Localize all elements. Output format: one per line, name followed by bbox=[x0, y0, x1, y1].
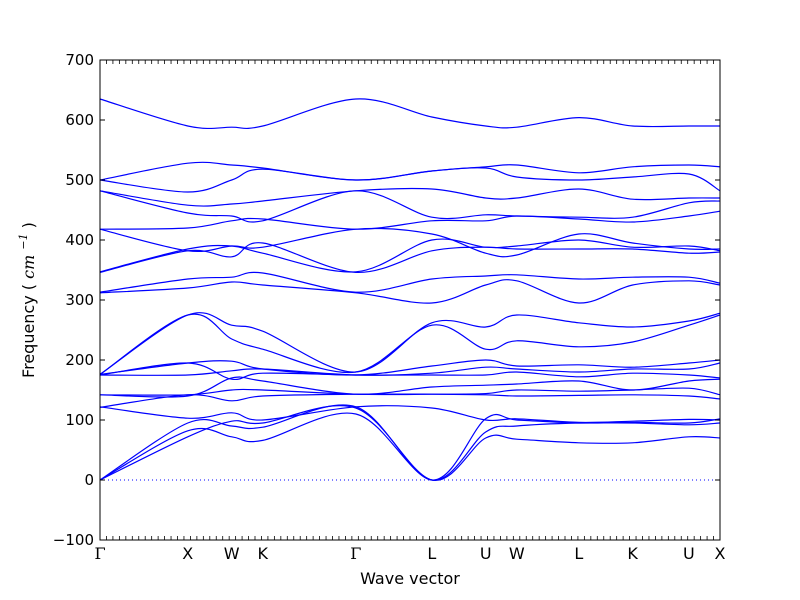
y-tick-label: 700 bbox=[65, 51, 94, 69]
band-line-19 bbox=[99, 190, 721, 223]
band-line-18 bbox=[99, 210, 721, 230]
band-line-4 bbox=[99, 405, 721, 424]
band-line-9 bbox=[99, 362, 721, 376]
band-line-23 bbox=[99, 98, 720, 130]
band-line-11 bbox=[99, 313, 721, 375]
band-line-17 bbox=[99, 227, 721, 258]
y-tick-label: 300 bbox=[65, 291, 94, 309]
x-tick-label: L bbox=[574, 544, 583, 563]
x-tick-label: Γ bbox=[350, 544, 361, 563]
x-tick-label: K bbox=[258, 544, 269, 563]
y-axis-unit-close: ) bbox=[19, 222, 38, 228]
band-line-13 bbox=[99, 279, 721, 304]
bands-layer bbox=[99, 98, 721, 481]
x-tick-label: L bbox=[427, 544, 436, 563]
y-tick-label: −100 bbox=[53, 531, 94, 549]
y-axis-label-text: Frequency bbox=[19, 295, 38, 378]
y-axis-unit-base: cm bbox=[19, 255, 38, 279]
band-line-12 bbox=[99, 312, 721, 375]
band-line-10 bbox=[99, 359, 721, 376]
band-line-16 bbox=[99, 238, 721, 273]
y-tick-label: 0 bbox=[84, 471, 94, 489]
band-line-20 bbox=[99, 187, 721, 207]
plot-frame bbox=[99, 59, 721, 541]
x-tick-label: W bbox=[224, 544, 240, 563]
x-tick-label: U bbox=[683, 544, 695, 563]
y-tick-label: 200 bbox=[65, 351, 94, 369]
y-tick-label: 600 bbox=[65, 111, 94, 129]
band-line-14 bbox=[99, 271, 721, 293]
x-tick-label: X bbox=[182, 544, 193, 563]
y-axis-label: Frequency ( cm −1 ) bbox=[12, 222, 38, 378]
band-line-3 bbox=[99, 404, 721, 481]
band-line-8 bbox=[99, 362, 721, 381]
axis-ticks bbox=[99, 59, 721, 541]
x-tick-label: Γ bbox=[94, 544, 105, 563]
y-tick-label: 400 bbox=[65, 231, 94, 249]
x-tick-label: U bbox=[480, 544, 492, 563]
y-axis-unit-exp: −1 bbox=[17, 233, 30, 249]
band-line-15 bbox=[99, 242, 721, 274]
x-tick-label: K bbox=[627, 544, 638, 563]
y-tick-label: 500 bbox=[65, 171, 94, 189]
band-line-7 bbox=[99, 376, 721, 398]
y-tick-label: 100 bbox=[65, 411, 94, 429]
x-tick-label: X bbox=[715, 544, 726, 563]
x-tick-label: W bbox=[509, 544, 525, 563]
band-line-22 bbox=[99, 161, 721, 181]
x-axis-label: Wave vector bbox=[360, 569, 460, 588]
y-axis-unit-open: ( bbox=[19, 284, 38, 290]
